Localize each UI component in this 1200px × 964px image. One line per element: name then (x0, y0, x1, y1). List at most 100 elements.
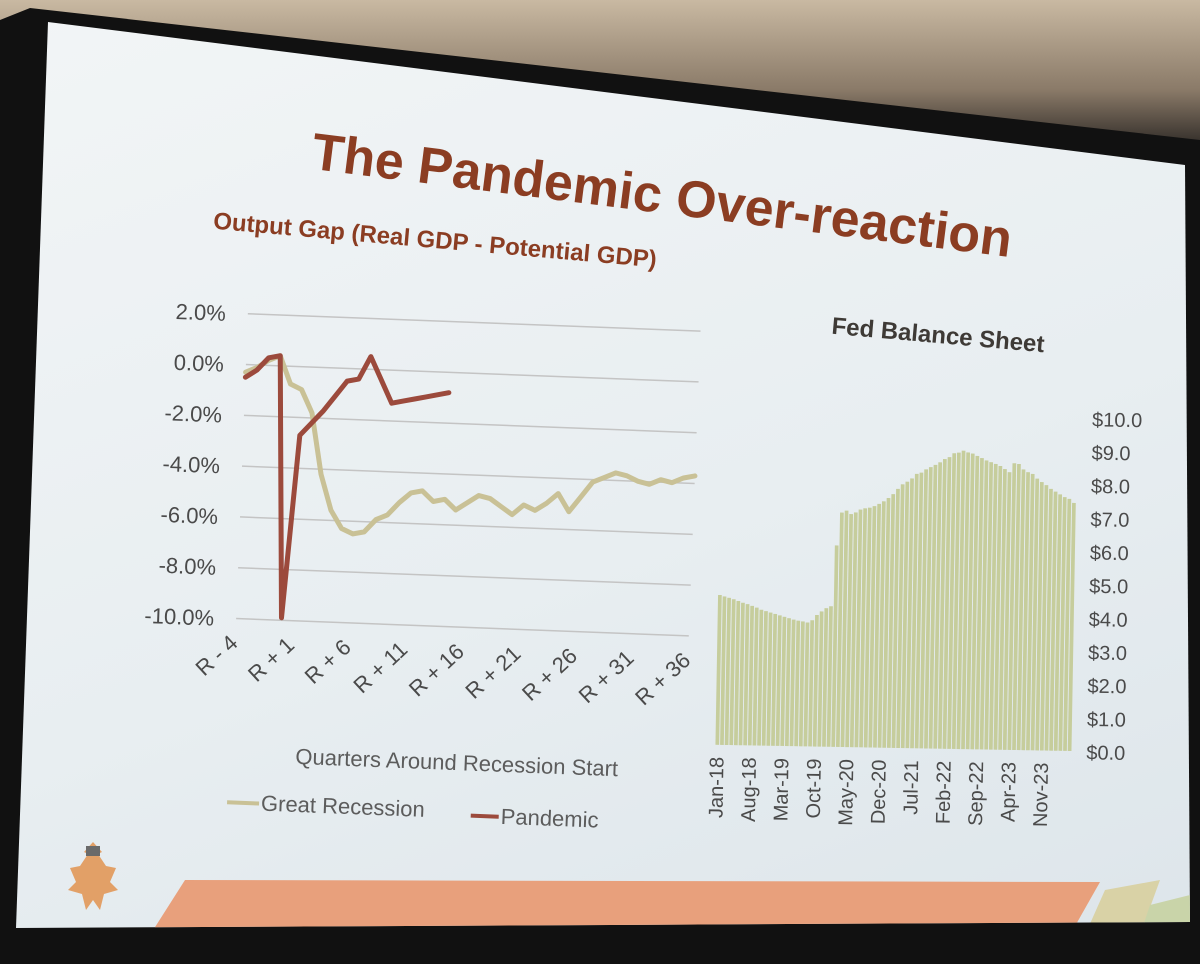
fed-balance-bar (886, 494, 896, 748)
slide-footer-band (150, 880, 1190, 928)
output-gap-gridline (238, 566, 691, 586)
fed-balance-bar (900, 481, 910, 749)
fed-balance-bar (1063, 498, 1072, 751)
fed-balance-bar (747, 605, 755, 746)
x-tick-label: Dec-20 (868, 759, 891, 824)
fed-balance-bar (854, 509, 863, 748)
y-tick-label: -2.0% (164, 400, 222, 427)
x-tick-label: R + 31 (574, 645, 639, 708)
fed-balance-bar (975, 458, 984, 750)
fed-balance-bar (803, 622, 810, 747)
x-tick-label: Apr-23 (998, 762, 1021, 822)
great-recession-line (243, 353, 698, 537)
x-tick-label: Jul-21 (900, 760, 923, 815)
fed-balance-sheet-bars (715, 450, 1076, 752)
fed-balance-bar (738, 602, 745, 746)
fed-balance-bar (956, 450, 966, 750)
y-tick-label: $8.0 (1091, 476, 1130, 499)
y-tick-label: -8.0% (158, 553, 216, 580)
x-tick-label: Feb-22 (933, 761, 956, 825)
legend-swatch-pandemic (470, 813, 499, 819)
fed-balance-bar (1044, 488, 1053, 751)
fed-balance-bar (1035, 482, 1044, 751)
fed-balance-bar (910, 473, 919, 749)
fed-balance-bar (965, 453, 975, 750)
y-tick-label: -10.0% (144, 603, 215, 631)
fed-balance-bar (979, 460, 989, 750)
y-tick-label: $10.0 (1092, 409, 1142, 432)
fed-balance-bar (928, 464, 938, 749)
fed-balance-bar (919, 469, 928, 749)
x-tick-label: R - 4 (191, 630, 243, 681)
fed-balance-bar (942, 457, 952, 749)
fed-balance-bar (729, 599, 736, 746)
y-tick-label: -6.0% (160, 502, 218, 529)
fed-balance-bar (988, 463, 998, 750)
y-tick-label: 2.0% (175, 299, 226, 326)
fed-balance-sheet-chart: $10.0 $9.0 $8.0 $7.0 $6.0 $5.0 $4.0 $3.0 $2.0 $1.… (705, 409, 1142, 828)
fed-balance-bar (868, 506, 877, 748)
legend-label-great-recession: Great Recession (261, 791, 426, 822)
fed-balance-bar (924, 467, 933, 749)
x-tick-label: Nov-23 (1030, 762, 1053, 827)
x-tick-label: R + 1 (243, 632, 299, 686)
fed-balance-bar (715, 594, 722, 745)
y-tick-label: -4.0% (162, 451, 220, 478)
x-tick-label: R + 21 (460, 641, 525, 704)
fed-balance-bar (1030, 478, 1040, 751)
institution-logo (68, 842, 118, 910)
x-tick-label: Oct-19 (803, 758, 826, 818)
fed-balance-bar (1007, 463, 1017, 750)
fed-balance-sheet-y-axis: $10.0 $9.0 $8.0 $7.0 $6.0 $5.0 $4.0 $3.0 $2.0 $1.… (1086, 409, 1142, 765)
fed-balance-bar (780, 616, 787, 746)
output-gap-y-axis: 2.0% 0.0% -2.0% -4.0% -6.0% -8.0% -10.0% (144, 299, 226, 631)
y-tick-label: $9.0 (1091, 443, 1130, 466)
fed-balance-bar (789, 619, 796, 747)
x-tick-label: Mar-19 (770, 758, 793, 822)
fed-balance-bar (794, 620, 801, 747)
fed-balance-bar (724, 597, 731, 746)
x-tick-label: R + 26 (517, 643, 582, 706)
fed-balance-bar (766, 612, 773, 746)
fed-balance-bar (1012, 463, 1021, 751)
fed-balance-bar (733, 600, 741, 746)
y-tick-label: $0.0 (1086, 742, 1125, 765)
fed-balance-bar (947, 453, 957, 749)
fed-balance-bar (937, 459, 947, 749)
fed-balance-bar (961, 452, 971, 750)
fed-balance-bar (743, 604, 750, 746)
output-gap-gridline (241, 465, 695, 485)
fed-balance-bar (1021, 472, 1030, 751)
fed-balance-bar (877, 501, 886, 748)
fed-balance-bar (757, 609, 764, 746)
x-tick-label: Aug-18 (738, 757, 761, 822)
y-tick-label: $1.0 (1087, 709, 1126, 732)
fed-balance-bar (798, 621, 805, 747)
fed-balance-bar (775, 615, 782, 746)
fed-balance-bar (933, 462, 943, 749)
fed-balance-bar (1002, 472, 1012, 750)
fed-balance-bar (873, 503, 882, 748)
fed-balance-bar (1039, 485, 1049, 751)
legend-swatch-great-recession (226, 800, 260, 806)
y-tick-label: 0.0% (173, 350, 224, 377)
x-tick-label: May-20 (835, 759, 858, 826)
y-tick-label: $5.0 (1089, 576, 1128, 599)
output-gap-gridlines (236, 312, 701, 637)
fed-balance-bar (970, 455, 980, 750)
fed-balance-bar (1058, 497, 1067, 751)
legend-label-pandemic: Pandemic (500, 804, 599, 833)
fed-balance-sheet-x-axis: Jan-18 Aug-18 Mar-19 Oct-19 May-20 Dec-20 Jul-… (705, 757, 1053, 828)
fed-balance-bar (840, 510, 849, 748)
x-tick-label: R + 16 (404, 639, 469, 702)
fed-balance-bar (863, 507, 872, 748)
fed-balance-bar (720, 596, 727, 745)
y-tick-label: $2.0 (1087, 676, 1126, 699)
y-tick-label: $3.0 (1088, 642, 1127, 665)
fed-balance-bar (822, 608, 829, 747)
pandemic-line (242, 353, 452, 621)
x-tick-label: Sep-22 (965, 761, 988, 826)
fed-balance-bar (914, 472, 924, 749)
